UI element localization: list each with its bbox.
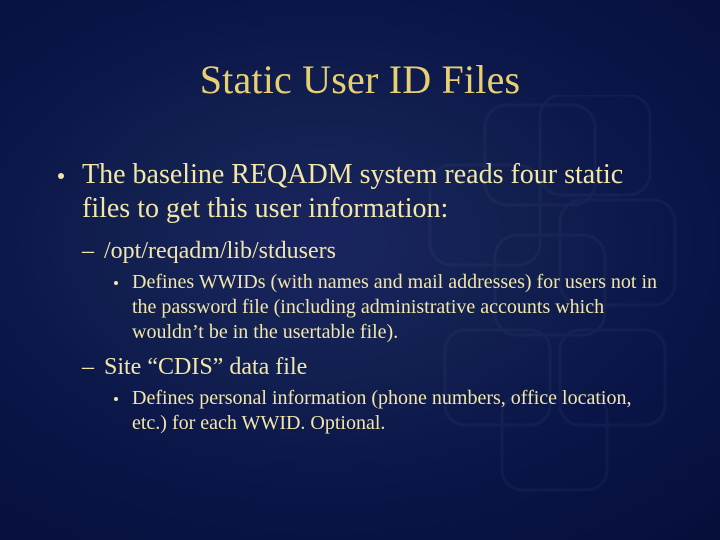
bullet-level-3: Defines WWIDs (with names and mail addre… (114, 270, 660, 344)
dash-bullet-icon: – (82, 352, 94, 382)
bullet-text: Defines WWIDs (with names and mail addre… (132, 271, 657, 342)
bullet-text: Site “CDIS” data file (104, 354, 307, 380)
slide-body: The baseline REQADM system reads four st… (58, 158, 660, 441)
slide: Static User ID Files The baseline REQADM… (0, 0, 720, 540)
dash-bullet-icon: – (82, 236, 94, 266)
bullet-text: The baseline REQADM system reads four st… (82, 159, 623, 224)
bullet-level-3: Defines personal information (phone numb… (114, 386, 660, 435)
bullet-level-1: The baseline REQADM system reads four st… (58, 158, 660, 226)
bullet-text: /opt/reqadm/lib/stdusers (104, 238, 336, 264)
bullet-level-2: – /opt/reqadm/lib/stdusers (82, 236, 660, 266)
disc-bullet-icon (114, 281, 118, 285)
bullet-text: Defines personal information (phone numb… (132, 387, 631, 434)
disc-bullet-icon (58, 173, 64, 179)
bullet-level-2: – Site “CDIS” data file (82, 352, 660, 382)
slide-title: Static User ID Files (0, 56, 720, 103)
disc-bullet-icon (114, 397, 118, 401)
